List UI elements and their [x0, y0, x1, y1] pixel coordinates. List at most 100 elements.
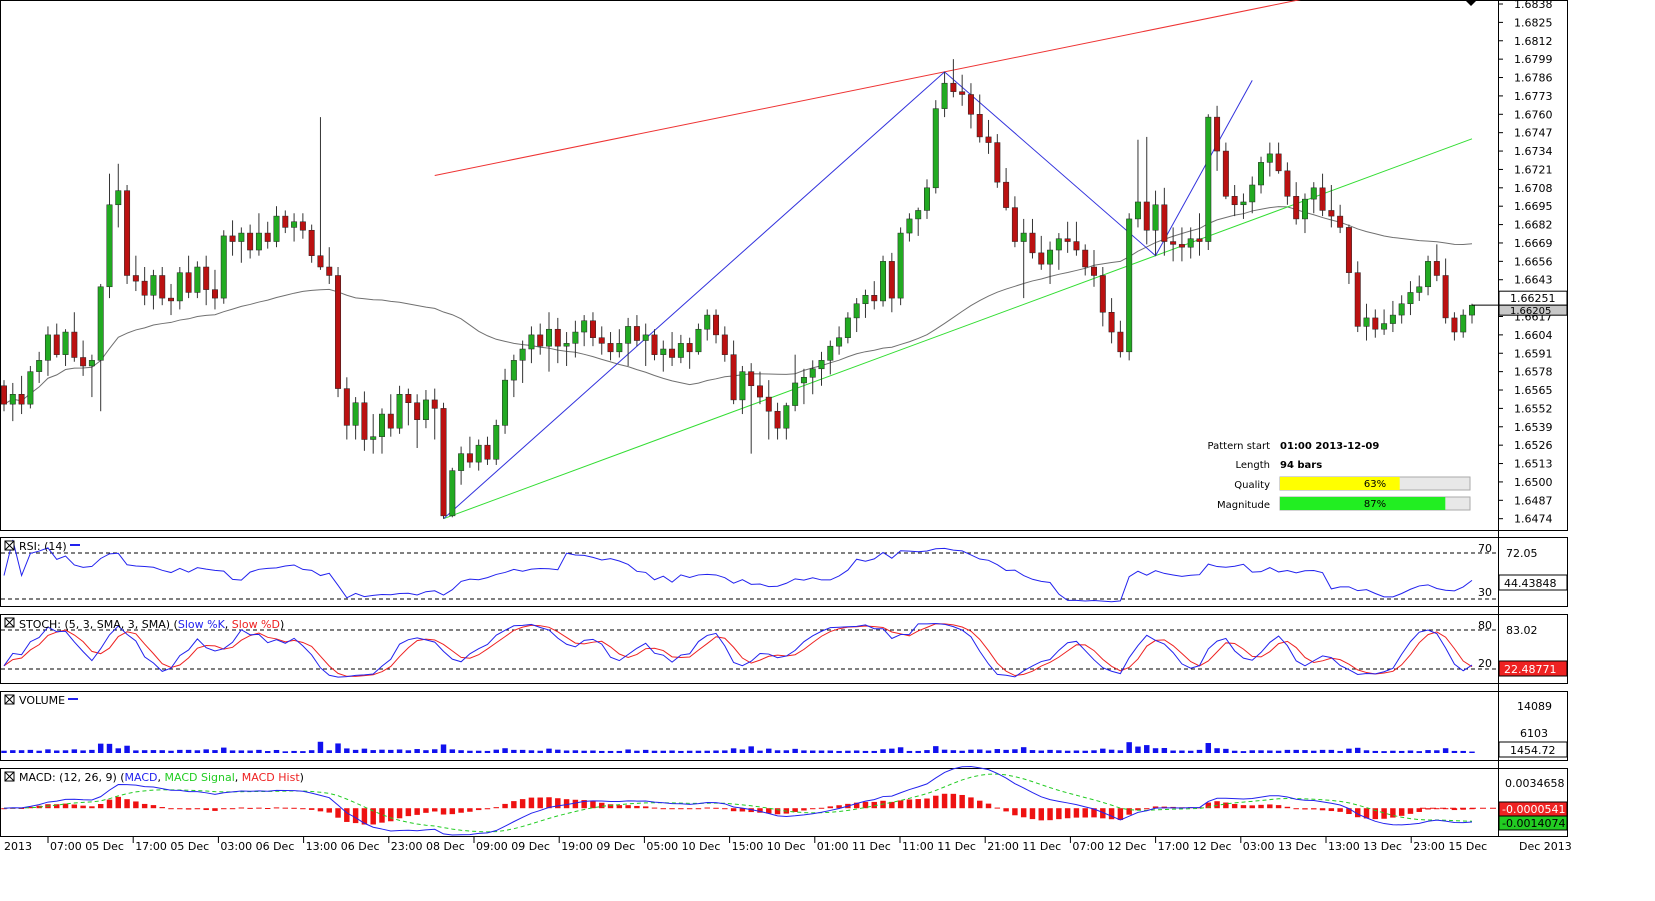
price-tick-label: 1.6669	[1514, 237, 1553, 250]
quality-label: Quality	[1234, 480, 1270, 491]
candle-bull	[1381, 323, 1388, 330]
candle-bull	[502, 379, 509, 426]
price-tick-label: 1.6838	[1514, 0, 1553, 11]
stoch-legend-k: Slow %K	[178, 618, 226, 631]
volume-bar	[836, 750, 842, 753]
macd-hist-bar	[827, 806, 834, 809]
volume-bar	[221, 747, 227, 753]
macd-hist-bar	[968, 797, 974, 809]
candle-bull	[370, 436, 377, 440]
candle-bear	[159, 275, 166, 299]
ma-price-box	[1498, 304, 1568, 316]
candle-bull	[1363, 317, 1370, 327]
volume-bar	[607, 750, 614, 753]
macd-hist-bar	[1064, 808, 1071, 819]
candle-bull	[924, 187, 930, 211]
candle-bull	[1134, 201, 1141, 220]
macd-title: MACD: (12, 26, 9) (MACD, MACD Signal, MA…	[19, 771, 304, 784]
volume-bar	[572, 750, 579, 753]
candle-bear	[1372, 317, 1379, 330]
candle-bull	[572, 331, 579, 344]
candle-bull	[352, 402, 359, 426]
macd-hist-bar	[985, 803, 992, 809]
macd-hist-bar	[502, 803, 508, 809]
macd-hist-bar	[1108, 808, 1115, 820]
candle-bear	[686, 343, 693, 353]
macd-hist-bar	[669, 808, 675, 810]
rsi-panel-frame	[0, 537, 1568, 607]
pattern-start-label: Pattern start	[1208, 441, 1271, 452]
macd-hist-bar	[344, 808, 350, 822]
macd-legend-signal: MACD Signal	[165, 771, 235, 784]
candle-bear	[748, 371, 755, 387]
candle-bear	[1064, 238, 1071, 242]
candle-bear	[299, 221, 306, 231]
volume-bar	[678, 750, 684, 753]
stoch-level-20-label: 20	[1478, 657, 1492, 670]
volume-bar	[959, 750, 965, 753]
macd-hist-bar	[335, 808, 341, 818]
macd-hist-bar	[537, 797, 543, 809]
candle-bull	[546, 328, 552, 347]
volume-bar	[1047, 749, 1053, 753]
candle-bear	[1284, 170, 1291, 197]
volume-bar	[36, 750, 42, 753]
macd-hist-bar	[1073, 808, 1080, 818]
macd-hist-bar	[264, 808, 271, 810]
macd-hist-bar	[1451, 808, 1458, 811]
price-tick-label: 1.6773	[1514, 90, 1553, 103]
macd-hist-bar	[546, 797, 552, 809]
volume-bar	[124, 745, 130, 753]
volume-axis-label-high: 14089	[1517, 700, 1552, 713]
price-tick-label: 1.6656	[1514, 255, 1553, 268]
candle-bear	[229, 235, 236, 242]
volume-bar	[774, 750, 781, 753]
volume-bar	[62, 750, 69, 753]
candle-bear	[1038, 252, 1045, 265]
macd-hist-bar	[405, 808, 412, 817]
price-tick-label: 1.6487	[1514, 494, 1553, 507]
candle-bull	[563, 343, 570, 347]
volume-bar	[801, 750, 807, 753]
resistance-trendline	[434, 0, 1301, 176]
candle-bull	[1240, 201, 1247, 206]
volume-bar	[141, 750, 148, 753]
price-axis: 1.6838 1.6825 1.6812 1.6799 1.6786 1.6773 1.67…	[1472, 0, 1568, 526]
x-tick-label: 13:00 06 Dec	[306, 840, 380, 853]
macd-hist-bar	[62, 803, 69, 809]
candle-bull	[519, 348, 526, 361]
candle-bear	[71, 331, 78, 358]
macd-hist-bar	[238, 807, 245, 809]
macd-hist-bar	[1363, 808, 1370, 819]
volume-bar	[924, 750, 930, 753]
candle-bear	[440, 408, 447, 517]
volume-bar	[1117, 750, 1124, 753]
candle-bear	[361, 402, 368, 440]
pattern-info-box: Pattern start 01:00 2013-12-09 Length 94…	[1208, 441, 1471, 511]
macd-hist-bar	[1398, 808, 1405, 816]
quality-value: 63%	[1364, 479, 1386, 490]
volume-bar	[1223, 748, 1229, 753]
candle-bear	[141, 280, 148, 296]
volume-bar	[1275, 750, 1282, 753]
macd-hist-bar	[1091, 808, 1097, 818]
macd-legend-hist: MACD Hist	[242, 771, 301, 784]
volume-bar	[168, 750, 174, 753]
x-tick-label: Dec 2013	[1519, 840, 1572, 853]
candle-bear	[985, 136, 992, 143]
x-tick-label: 21:00 11 Dec	[987, 840, 1061, 853]
macd-hist-bar	[256, 807, 262, 809]
volume-bar	[106, 743, 113, 753]
candle-bear	[53, 334, 60, 355]
macd-hist-bar	[941, 793, 948, 809]
candle-bull	[291, 221, 298, 228]
scroll-marker-icon[interactable]	[1465, 0, 1477, 6]
volume-bar	[238, 750, 245, 753]
volume-bar	[845, 750, 851, 753]
volume-bar	[396, 749, 403, 753]
magnitude-value: 87%	[1364, 499, 1386, 510]
volume-panel-frame	[0, 691, 1568, 761]
volume-bar	[229, 750, 236, 753]
candle-bear	[651, 334, 658, 355]
volume-bar	[546, 748, 552, 753]
